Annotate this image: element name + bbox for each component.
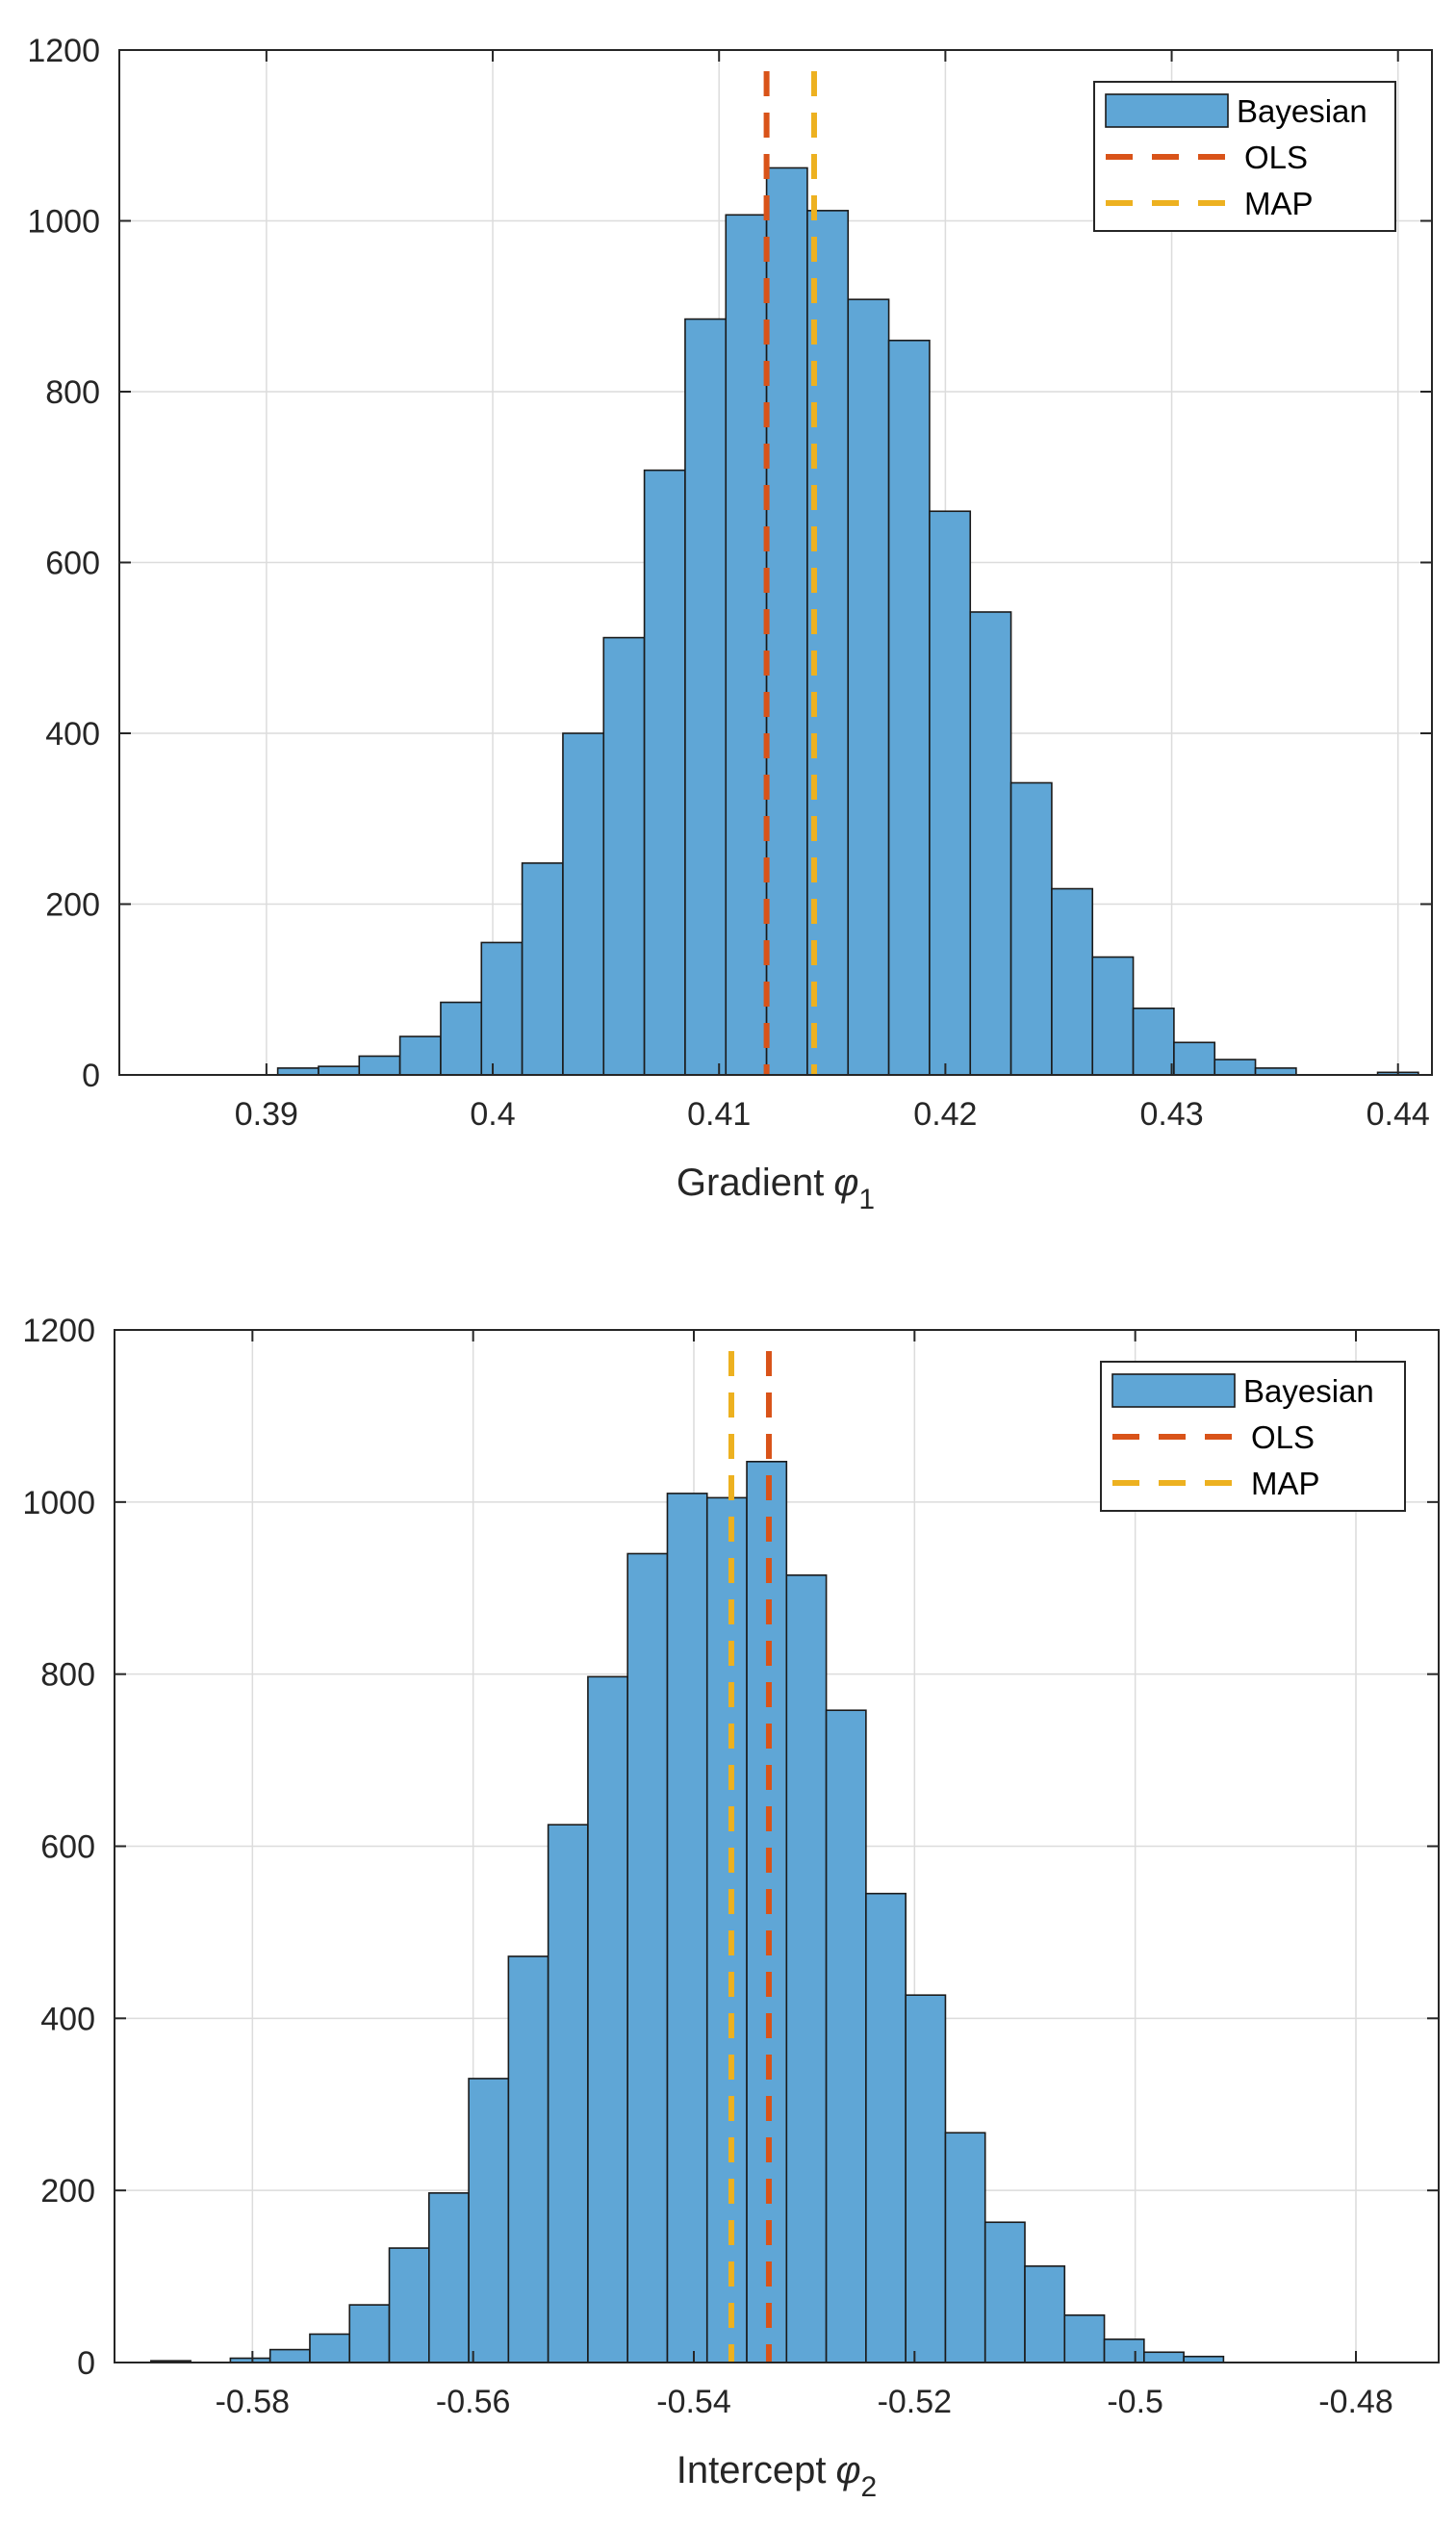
tick-marks [115, 1329, 1439, 2363]
histogram-bar [1103, 2338, 1145, 2363]
histogram-bar [521, 862, 564, 1076]
histogram-bar [547, 1824, 589, 2363]
x-axis-label-symbol: φ [835, 2449, 860, 2491]
histogram-bar [944, 2132, 986, 2363]
histogram-bar [602, 636, 646, 1076]
histogram-bar [587, 1675, 628, 2363]
histogram-bar [268, 2348, 311, 2363]
histogram-bar [348, 2304, 391, 2363]
tick-marks [119, 49, 1432, 1076]
x-axis-label-text: Intercept [677, 2449, 827, 2491]
histogram-bar [1063, 2314, 1106, 2363]
histogram-bar [1132, 1007, 1175, 1076]
histogram-bar [358, 1055, 401, 1076]
x-axis-label: Intercept φ2 [677, 2449, 877, 2503]
histogram-bar [398, 1035, 442, 1076]
y-tick-label: 400 [45, 716, 100, 753]
histogram-bar [929, 510, 972, 1076]
x-axis-label-subscript: 2 [861, 2471, 878, 2503]
x-axis-label-symbol: φ [833, 1162, 858, 1204]
histogram-bar [1173, 1041, 1216, 1076]
histogram-bar [887, 339, 931, 1076]
histogram-bar [1213, 1059, 1257, 1076]
legend-label-bayesian: Bayesian [1237, 93, 1367, 129]
y-tick-label: 1000 [22, 1485, 95, 1521]
legend: Bayesian OLS MAP [1100, 1361, 1406, 1512]
histogram-bar [806, 210, 850, 1076]
histogram-bar [684, 318, 728, 1076]
x-tick-label: -0.56 [436, 2384, 511, 2420]
legend: Bayesian OLS MAP [1093, 81, 1396, 232]
x-tick-label: 0.43 [1139, 1096, 1203, 1133]
histogram-bars [276, 166, 1419, 1076]
legend-label-ols: OLS [1244, 140, 1308, 175]
histogram-bar [309, 2333, 351, 2363]
y-tick-label: 1000 [27, 204, 100, 241]
x-tick-label: -0.48 [1318, 2384, 1393, 2420]
y-tick-label: 200 [40, 2173, 95, 2210]
y-tick-label: 1200 [27, 33, 100, 69]
x-tick-label: 0.42 [913, 1096, 977, 1133]
histogram-bar [785, 1574, 828, 2363]
histogram-bar [318, 1065, 361, 1076]
histogram-bar [1091, 956, 1135, 1076]
histogram-bar [1254, 1067, 1297, 1076]
y-tick-label: 600 [45, 546, 100, 582]
histogram-bar [847, 298, 890, 1076]
x-tick-label: -0.54 [656, 2384, 731, 2420]
legend-swatch-bayesian [1105, 93, 1229, 128]
y-tick-label: 1200 [22, 1313, 95, 1349]
histogram-bar [765, 166, 808, 1076]
histogram-bar [440, 1001, 483, 1076]
x-tick-label: 0.44 [1367, 1096, 1430, 1133]
histogram-bar [388, 2247, 430, 2363]
histogram-bar [480, 941, 524, 1076]
y-tick-label: 0 [82, 1058, 100, 1094]
legend-swatch-bayesian [1111, 1373, 1236, 1408]
histogram-bar [507, 1955, 549, 2363]
legend-label-map: MAP [1244, 186, 1314, 221]
x-axis-label-subscript: 1 [858, 1184, 875, 1215]
histogram-bar [825, 1709, 867, 2363]
histogram-bar [983, 2221, 1026, 2363]
histogram-bar [1024, 2265, 1066, 2363]
x-tick-label: -0.52 [878, 2384, 953, 2420]
legend-box [1093, 81, 1396, 232]
x-tick-label: 0.4 [470, 1096, 515, 1133]
histogram-bar [905, 1994, 947, 2363]
legend-label-bayesian: Bayesian [1243, 1373, 1374, 1409]
histogram-bar [562, 732, 605, 1076]
histogram-bar [725, 214, 768, 1076]
x-axis-label-text: Gradient [677, 1162, 824, 1204]
intercept-histogram-plot: -0.58 -0.56 -0.54 -0.52 -0.5 -0.48 0 200 400 600 8… [22, 1313, 1440, 2503]
histogram-bar [865, 1892, 907, 2363]
legend-label-ols: OLS [1251, 1419, 1315, 1455]
histogram-bar [643, 469, 686, 1076]
y-tick-label: 600 [40, 1829, 95, 1866]
y-tick-label: 400 [40, 2001, 95, 2037]
histogram-bar [705, 1496, 748, 2363]
histogram-bar [626, 1552, 669, 2363]
y-tick-label: 800 [40, 1657, 95, 1694]
legend-label-map: MAP [1251, 1466, 1320, 1501]
histogram-bar [276, 1067, 319, 1076]
histogram-bar [1009, 781, 1053, 1076]
histogram-bar [1143, 2351, 1185, 2363]
histogram-bar [969, 611, 1012, 1076]
histogram-bar [468, 2078, 510, 2363]
histogram-bar [427, 2192, 470, 2363]
x-tick-label: -0.58 [216, 2384, 291, 2420]
y-tick-label: 800 [45, 374, 100, 411]
y-tick-label: 0 [77, 2345, 95, 2382]
x-tick-label: -0.5 [1107, 2384, 1163, 2420]
y-tick-label: 200 [45, 887, 100, 924]
gradient-histogram-plot: 0.39 0.4 0.41 0.42 0.43 0.44 0 200 400 600 800 1000… [27, 33, 1433, 1215]
x-tick-label: 0.41 [687, 1096, 751, 1133]
histogram-bar [1051, 887, 1094, 1076]
histogram-bar [666, 1493, 708, 2363]
x-tick-label: 0.39 [235, 1096, 298, 1133]
x-axis-label: Gradient φ1 [677, 1162, 875, 1215]
